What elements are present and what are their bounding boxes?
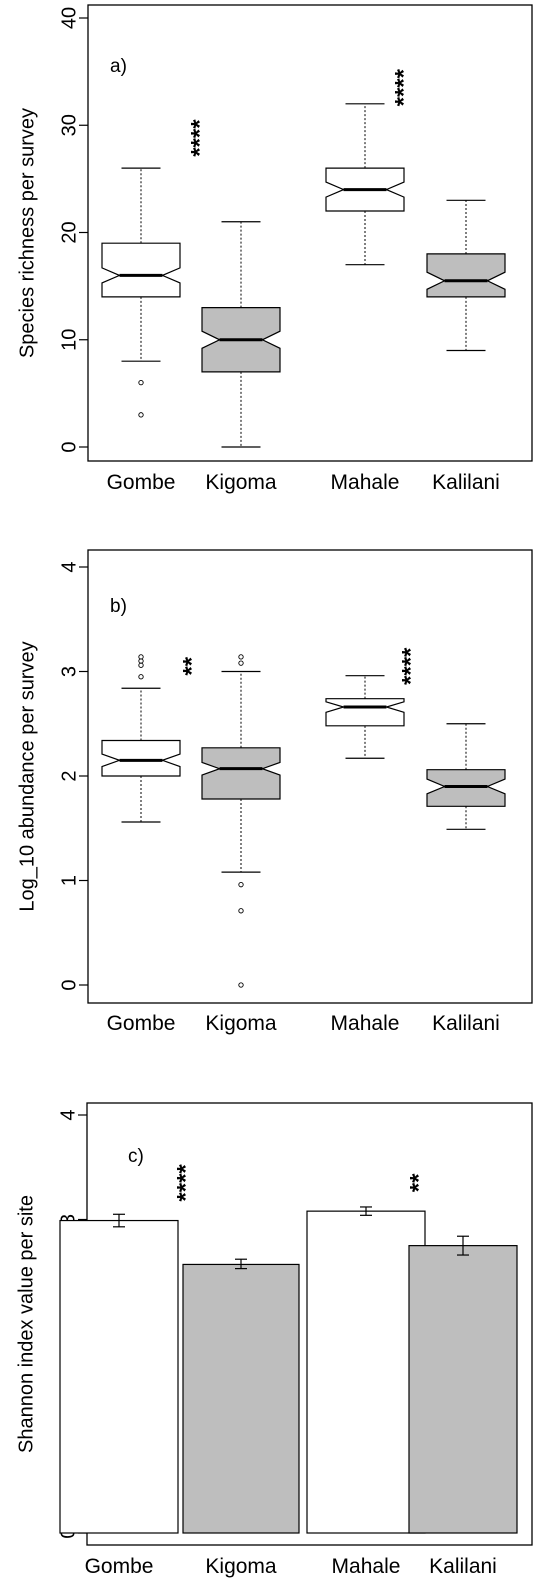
y-tick-label: 40 — [58, 7, 80, 29]
bar — [306, 1210, 426, 1534]
box-body — [101, 242, 181, 298]
y-tick-label: 20 — [58, 221, 80, 243]
box-body — [201, 747, 281, 800]
chart-panel-2: 0 1 2 3 4 Log_10 abundance per survey b) Gombe K… — [16, 549, 533, 1035]
x-tick-label: Mahale — [331, 471, 400, 494]
x-tick-label: Kigoma — [205, 471, 277, 494]
y-tick-label: 30 — [58, 114, 80, 136]
outlier-point — [238, 654, 244, 660]
y-tick-label: 1 — [58, 875, 80, 886]
panel-label: c) — [128, 1146, 144, 1167]
box-kigoma — [201, 654, 281, 988]
y-axis-label: Species richness per survey — [16, 108, 38, 358]
bar-kigoma — [182, 1258, 300, 1534]
box-mahale — [325, 675, 405, 759]
bar — [408, 1245, 518, 1534]
y-tick-label: 2 — [58, 770, 80, 781]
box-body — [426, 769, 506, 807]
outlier-point — [138, 654, 144, 660]
y-axis-label: Shannon index value per site — [15, 1195, 37, 1453]
y-tick-label: 4 — [58, 561, 80, 572]
significance-annotation: **** — [172, 1164, 199, 1202]
box-kalilani — [426, 199, 506, 352]
y-tick-label: 0 — [58, 441, 80, 452]
plot-frame — [87, 4, 533, 462]
box-mahale — [325, 103, 405, 266]
x-tick-label: Mahale — [331, 1012, 400, 1035]
chart-panel-1: 0 10 20 30 40 Species richness per survey a) Go… — [16, 4, 533, 494]
panel-label: b) — [110, 596, 127, 617]
y-tick-label: 10 — [58, 329, 80, 351]
y-tick-label: 3 — [57, 1214, 79, 1225]
bar-gombe — [59, 1213, 179, 1534]
outlier-point — [138, 379, 144, 386]
bar — [182, 1263, 300, 1534]
outlier-point — [138, 674, 144, 680]
outlier-point — [238, 908, 244, 914]
x-tick-label: Kalilani — [429, 1555, 497, 1578]
y-tick-label: 0 — [58, 979, 80, 990]
significance-annotation: **** — [397, 647, 424, 685]
x-tick-label: Kalilani — [432, 471, 500, 494]
significance-annotation: ** — [405, 1173, 432, 1192]
outlier-point — [238, 982, 244, 988]
box-kalilani — [426, 723, 506, 830]
x-tick-label: Gombe — [85, 1555, 154, 1578]
box-body — [101, 739, 181, 777]
box-gombe — [101, 654, 181, 823]
panel-label: a) — [110, 56, 127, 77]
box-kigoma — [201, 221, 281, 448]
outlier-point — [238, 660, 244, 666]
x-tick-label: Kigoma — [205, 1012, 277, 1035]
box-body — [325, 698, 405, 727]
x-tick-label: Gombe — [107, 1012, 176, 1035]
significance-annotation: **** — [186, 119, 213, 157]
x-tick-label: Gombe — [107, 471, 176, 494]
chart-panel-3: 01234Shannon index value per sitec)Gombe… — [15, 1102, 533, 1578]
box-gombe — [101, 167, 181, 418]
significance-annotation: ** — [178, 656, 205, 675]
x-tick-label: Kigoma — [205, 1555, 277, 1578]
bar — [59, 1219, 179, 1534]
x-tick-label: Kalilani — [432, 1012, 500, 1035]
x-tick-label: Mahale — [332, 1555, 401, 1578]
outlier-point — [238, 882, 244, 888]
bar-mahale — [306, 1206, 426, 1534]
outlier-point — [138, 412, 144, 418]
significance-annotation: **** — [390, 68, 417, 106]
y-tick-label: 3 — [58, 666, 80, 677]
bar-kalilani — [408, 1235, 518, 1534]
box-body — [426, 253, 506, 298]
y-tick-label: 4 — [57, 1109, 79, 1120]
y-axis-label: Log_10 abundance per survey — [16, 641, 38, 911]
